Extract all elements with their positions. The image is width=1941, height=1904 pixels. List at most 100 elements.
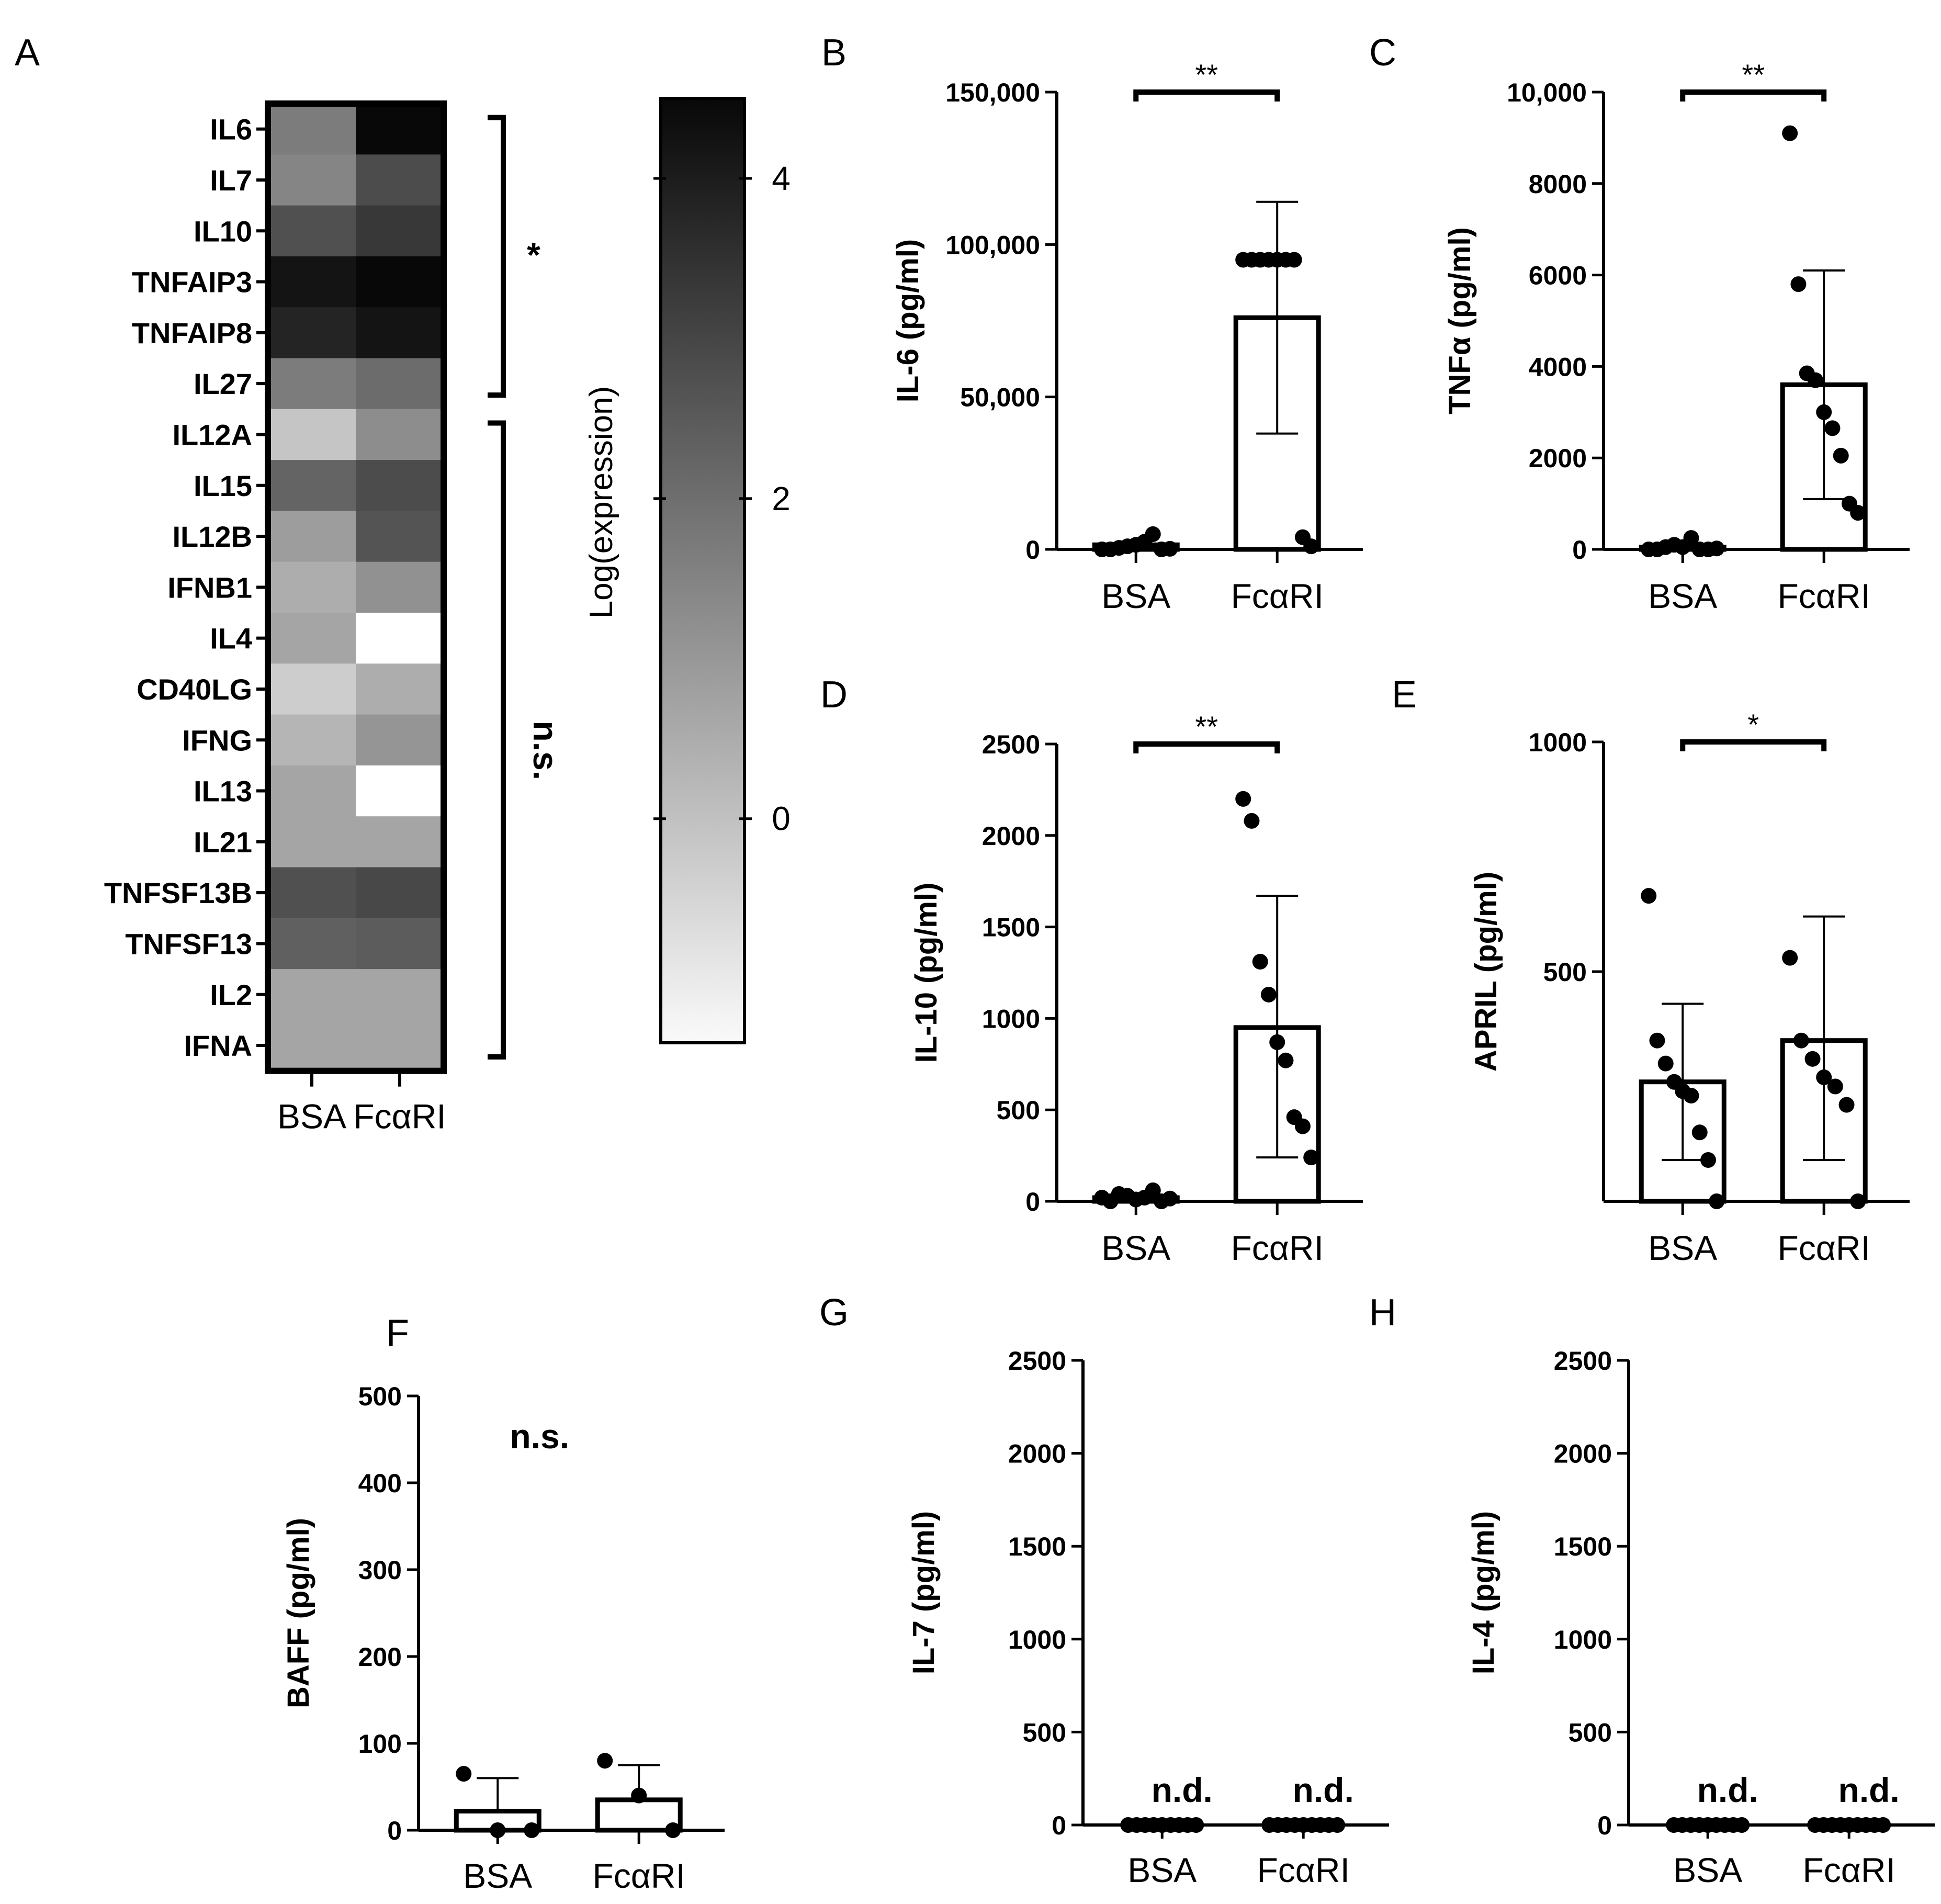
y-tick-label: 0	[1052, 1811, 1066, 1840]
row-label: IL10	[194, 215, 252, 247]
row-label: CD40LG	[137, 673, 252, 706]
panel-letter-f: F	[386, 1312, 409, 1354]
panel-letter-a: A	[15, 32, 40, 74]
data-point	[1691, 1124, 1708, 1141]
x-category-label: FcαRI	[1257, 1851, 1349, 1889]
y-tick-label: 400	[358, 1469, 402, 1498]
y-tick-label: 0	[1572, 535, 1587, 565]
y-tick-label: 1000	[982, 1004, 1040, 1033]
group-bracket	[488, 115, 506, 398]
y-tick-label: 0	[1025, 535, 1040, 565]
row-label: TNFAIP8	[132, 317, 252, 350]
data-point	[1286, 252, 1302, 268]
y-tick-label: 0	[1025, 1187, 1040, 1216]
panel-c: C 0 2000 4000 6000 8000 10,000 TNFα (pg/ml) BSA F…	[1369, 32, 1910, 615]
data-point	[1816, 404, 1832, 420]
row-label: IL12A	[173, 418, 253, 451]
row-label: IL15	[194, 469, 252, 502]
y-tick-label: 1500	[1008, 1532, 1066, 1561]
panel-e: E 500 1000 APRIL (pg/ml) BSA FcαRI *	[1392, 674, 1910, 1267]
panel-letter-g: G	[819, 1292, 849, 1334]
data-point	[597, 1753, 613, 1769]
heatmap-cell	[268, 969, 356, 1020]
panel-a: A IL6 IL7 IL10 TNFAIP3 TNFAIP8 IL27 IL12A IL15 IL…	[15, 32, 791, 1136]
y-axis-label: IL-4 (pg/ml)	[1466, 1511, 1500, 1675]
data-point	[524, 1822, 540, 1838]
data-point	[665, 1822, 681, 1838]
y-tick-label: 2000	[982, 821, 1040, 851]
heatmap-cell	[268, 714, 356, 766]
colorbar-tick-label: 0	[772, 800, 791, 838]
annotation: n.d.	[1697, 1771, 1758, 1809]
x-category-label: FcαRI	[1802, 1851, 1895, 1889]
y-tick-label: 2500	[982, 730, 1040, 759]
heatmap-cell	[268, 409, 356, 460]
y-axis-label: APRIL (pg/ml)	[1469, 872, 1503, 1072]
y-tick-label: 2000	[1554, 1439, 1612, 1469]
x-category-label: FcαRI	[592, 1856, 685, 1895]
colorbar-label: Log(expression)	[583, 386, 619, 619]
y-tick-label: 500	[1568, 1718, 1612, 1747]
data-point	[1162, 1190, 1178, 1207]
row-label: TNFSF13	[125, 927, 252, 960]
data-point	[1709, 540, 1725, 557]
data-point	[1804, 1051, 1821, 1067]
panel-letter-h: H	[1369, 1292, 1396, 1334]
heatmap-cell	[356, 714, 444, 766]
heatmap-cell	[268, 613, 356, 664]
heatmap-cell	[356, 460, 444, 511]
heatmap-cell	[356, 256, 444, 308]
panel-d: D 0 500 1000 1500 2000 2500 IL-10 (pg/ml) BSA Fcα…	[820, 674, 1363, 1267]
data-point	[1303, 1150, 1319, 1166]
y-tick-label: 500	[1023, 1718, 1066, 1747]
data-point	[1329, 1817, 1346, 1833]
x-category-label: BSA	[1648, 577, 1717, 615]
x-category-label: FcαRI	[1777, 1229, 1870, 1267]
significance-label: **	[1195, 58, 1218, 91]
annotation: n.d.	[1293, 1771, 1354, 1809]
data-point	[1278, 1052, 1294, 1068]
panel-letter-b: B	[821, 32, 847, 74]
data-point	[1782, 950, 1798, 966]
data-point	[1850, 505, 1866, 521]
row-label: IFNB1	[167, 571, 252, 604]
data-point	[1235, 791, 1251, 807]
data-point	[1790, 276, 1807, 292]
data-point	[1683, 1088, 1699, 1104]
y-tick-label: 500	[358, 1382, 402, 1411]
heatmap-cell	[356, 613, 444, 664]
row-label: IL21	[194, 826, 252, 859]
data-point	[1252, 954, 1268, 970]
significance-label: *	[1747, 708, 1759, 741]
heatmap-cell	[356, 765, 444, 817]
y-tick-label: 1500	[1554, 1532, 1612, 1561]
significance-bracket	[1680, 739, 1827, 751]
data-point	[1700, 1152, 1716, 1168]
y-tick-label: 1000	[1008, 1625, 1066, 1654]
colorbar-tick-label: 4	[772, 160, 791, 197]
significance-label: **	[1742, 58, 1765, 91]
y-tick-label: 8000	[1529, 170, 1587, 199]
group-bracket	[488, 420, 506, 1060]
y-tick-label: 0	[387, 1816, 402, 1845]
data-point	[1188, 1817, 1204, 1833]
heatmap-cell	[268, 816, 356, 867]
heatmap-cell	[356, 816, 444, 867]
heatmap-cell	[356, 511, 444, 562]
x-category-label: BSA	[1101, 1229, 1170, 1267]
heatmap-cell	[356, 409, 444, 460]
data-point	[1807, 372, 1823, 388]
heatmap-cell	[356, 154, 444, 206]
significance-label: **	[1195, 710, 1218, 743]
heatmap-cell	[268, 205, 356, 257]
y-tick-label: 500	[1543, 957, 1587, 987]
data-point	[1294, 1118, 1311, 1134]
x-category-label: BSA	[463, 1856, 532, 1895]
y-axis-label: IL-7 (pg/ml)	[907, 1511, 941, 1675]
y-tick-label: 2000	[1529, 444, 1587, 473]
annotation: n.d.	[1838, 1771, 1900, 1809]
y-tick-label: 4000	[1529, 352, 1587, 381]
x-category-label: BSA	[1101, 577, 1170, 615]
data-point	[1838, 1097, 1855, 1113]
